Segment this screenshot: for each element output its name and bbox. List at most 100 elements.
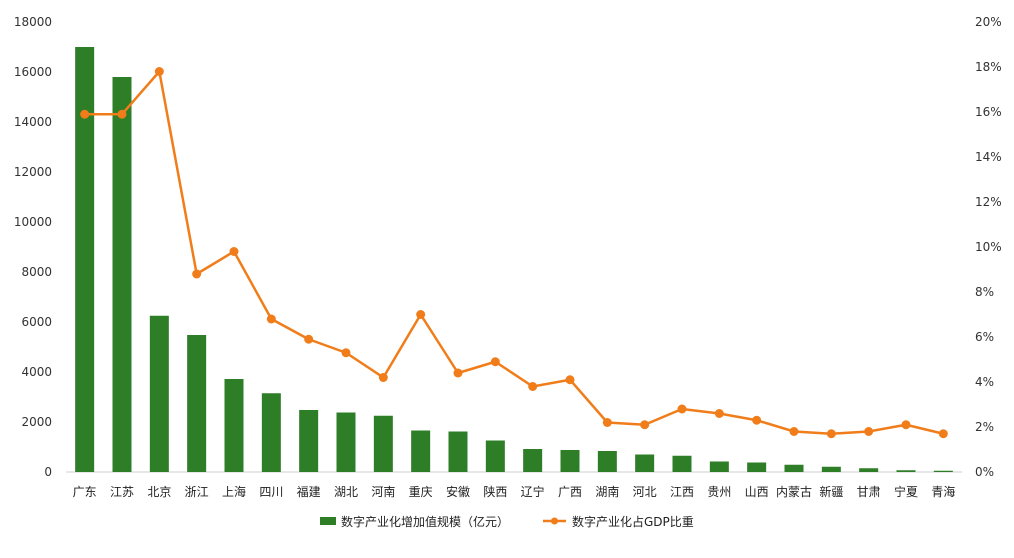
left-tick-label: 6000 — [21, 315, 52, 329]
bar — [448, 431, 468, 472]
line-series — [80, 67, 948, 439]
left-y-axis: 0 2000 4000 6000 8000 10000 12000 14000 16000 180… — [14, 15, 52, 479]
category-label: 湖南 — [595, 484, 619, 499]
line-point — [416, 310, 426, 319]
line-point — [341, 348, 351, 358]
right-tick-label: 2% — [975, 420, 994, 434]
line-point — [901, 420, 911, 430]
bar — [187, 335, 207, 472]
bar — [75, 47, 95, 472]
right-y-axis: 0% 2% 4% 6% 8% 10% 12% 14% 16% 18% 20% — [975, 15, 1002, 479]
right-tick-label: 18% — [975, 60, 1002, 74]
line-point — [117, 109, 127, 119]
bar — [523, 449, 543, 472]
left-tick-label: 18000 — [14, 15, 52, 29]
line-point — [677, 404, 687, 414]
line-point — [714, 409, 724, 418]
bar — [597, 451, 617, 472]
bar — [336, 412, 356, 472]
bar — [485, 440, 505, 472]
category-label: 青海 — [931, 484, 955, 499]
legend-bar-swatch — [320, 517, 336, 525]
line-point — [528, 382, 538, 391]
category-labels: 广东 江苏 北京 浙江 上海 四川 福建 湖北 河南 重庆 安徽 陕西 辽宁 广西 湖南 河北 江西 贵州 山西 内蒙… — [73, 484, 956, 499]
line-point — [192, 269, 202, 279]
legend-line-label: 数字产业化占GDP比重 — [572, 514, 694, 529]
category-label: 贵州 — [707, 485, 731, 499]
bar — [261, 393, 281, 472]
line-point — [752, 415, 762, 425]
bar — [411, 430, 431, 472]
left-tick-label: 4000 — [21, 365, 52, 379]
bar — [709, 461, 729, 472]
category-label: 河北 — [633, 485, 657, 499]
left-tick-label: 16000 — [14, 65, 52, 79]
legend: 数字产业化增加值规模（亿元） 数字产业化占GDP比重 — [320, 514, 694, 529]
line-point — [789, 427, 799, 436]
left-tick-label: 10000 — [14, 215, 52, 229]
right-tick-label: 0% — [975, 465, 994, 479]
category-label: 甘肃 — [857, 485, 881, 499]
category-label: 江西 — [670, 485, 694, 499]
right-tick-label: 12% — [975, 195, 1002, 209]
right-tick-label: 8% — [975, 285, 994, 299]
right-tick-label: 6% — [975, 330, 994, 344]
left-tick-label: 12000 — [14, 165, 52, 179]
bar-series — [75, 47, 953, 472]
category-label: 辽宁 — [521, 484, 545, 499]
line-point — [378, 373, 388, 382]
bar — [784, 464, 804, 472]
bar — [672, 455, 692, 472]
line-point — [565, 375, 575, 385]
line-point — [229, 247, 239, 256]
category-label: 广东 — [73, 485, 97, 499]
line-point — [453, 368, 463, 378]
series-line — [84, 70, 944, 435]
bar — [896, 470, 916, 472]
line-point — [826, 429, 836, 439]
category-label: 河南 — [371, 484, 395, 499]
left-tick-label: 8000 — [21, 265, 52, 279]
category-label: 新疆 — [819, 484, 843, 499]
line-point — [490, 357, 500, 367]
line-point — [266, 314, 276, 324]
category-label: 重庆 — [409, 485, 433, 499]
line-point — [938, 429, 948, 439]
bar — [747, 462, 767, 472]
bar — [821, 466, 841, 472]
bar — [373, 415, 393, 472]
category-label: 上海 — [222, 484, 246, 499]
bar — [149, 315, 169, 472]
bar — [224, 379, 244, 472]
line-point — [304, 334, 314, 344]
category-label: 安徽 — [446, 484, 470, 499]
left-tick-label: 2000 — [21, 415, 52, 429]
category-label: 浙江 — [185, 485, 209, 499]
line-point — [640, 420, 650, 430]
category-label: 北京 — [147, 485, 171, 499]
right-tick-label: 4% — [975, 375, 994, 389]
bar — [859, 468, 879, 472]
legend-line-marker — [551, 517, 558, 525]
left-tick-label: 14000 — [14, 115, 52, 129]
right-tick-label: 16% — [975, 105, 1002, 119]
right-tick-label: 20% — [975, 15, 1002, 29]
right-tick-label: 14% — [975, 150, 1002, 164]
legend-bar-label: 数字产业化增加值规模（亿元） — [341, 514, 509, 529]
category-label: 福建 — [297, 484, 321, 499]
line-point — [602, 418, 612, 427]
category-label: 湖北 — [334, 484, 358, 499]
line-point — [864, 427, 874, 436]
bar — [560, 450, 580, 472]
category-label: 陕西 — [483, 484, 507, 499]
line-point — [80, 109, 90, 119]
bar — [299, 410, 319, 472]
category-label: 山西 — [745, 485, 769, 499]
category-label: 广西 — [558, 485, 582, 499]
line-point — [154, 67, 164, 76]
category-label: 四川 — [259, 485, 283, 499]
bar — [112, 77, 132, 472]
bar — [635, 454, 655, 472]
